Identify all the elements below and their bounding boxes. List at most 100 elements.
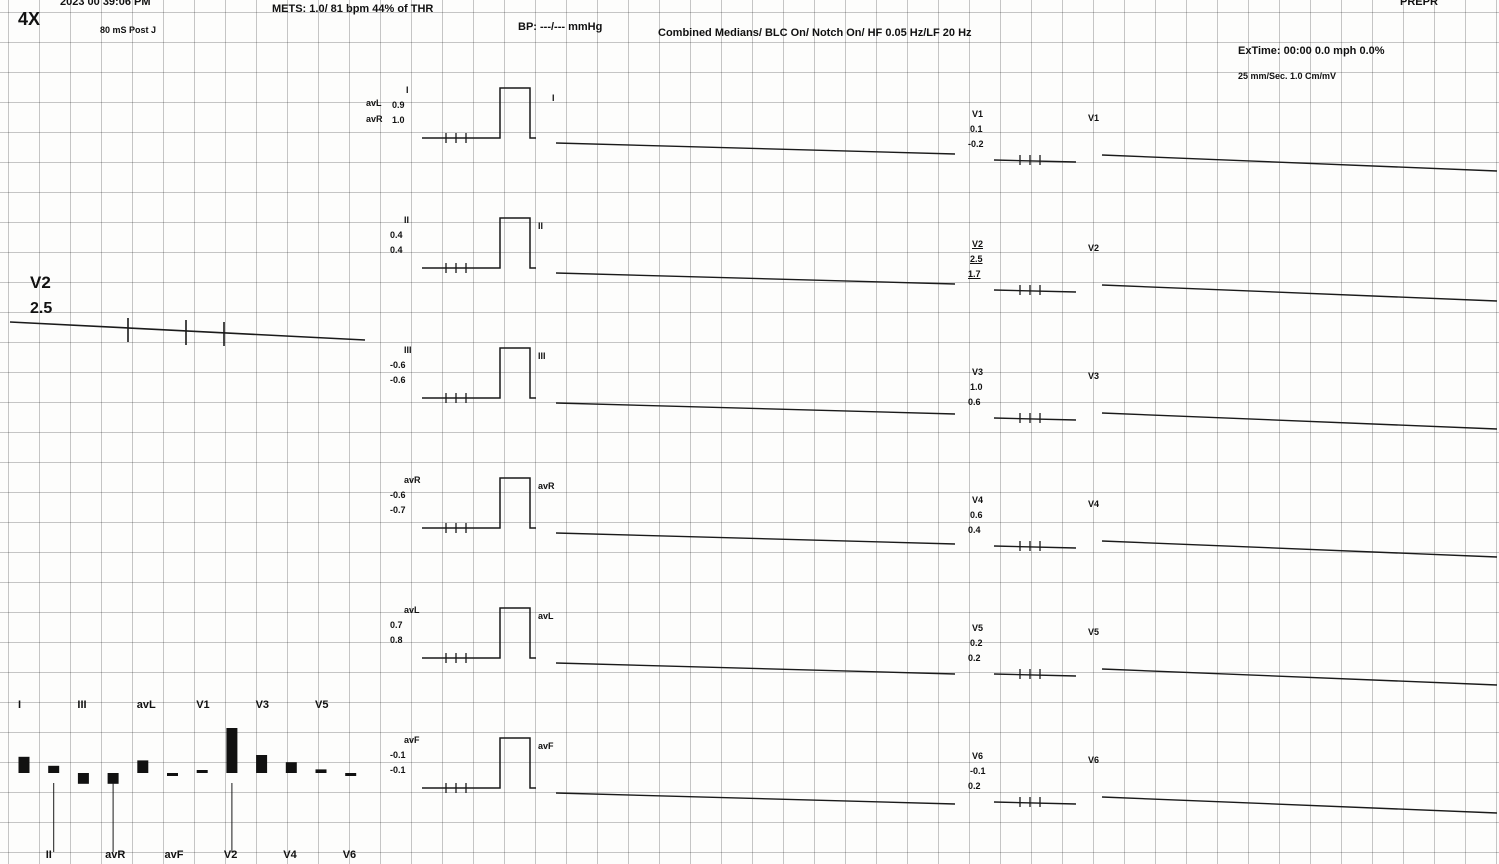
lead-baseline-I	[555, 142, 956, 155]
speed-gain-text: 25 mm/Sec. 1.0 Cm/mV	[1238, 71, 1337, 81]
lead-label-avL: avL	[538, 611, 554, 621]
lead-label-V6: V6	[1088, 755, 1100, 765]
chest-lead-name: V2	[972, 239, 984, 249]
qrs-segment	[993, 545, 1077, 549]
chest-lead-name: V4	[972, 495, 984, 505]
st-bar-V4	[285, 762, 297, 773]
bar-label-bottom: II	[45, 849, 52, 861]
lead-baseline-avF	[555, 792, 956, 805]
lead-baseline-III	[555, 402, 956, 415]
chest-lead-value1: 0.1	[970, 124, 983, 134]
chest-lead-value1: 0.6	[970, 510, 983, 520]
limb-lead-value2: 0.8	[390, 635, 403, 645]
bar-label-bottom: V2	[223, 849, 238, 861]
chest-lead-value1: 0.2	[970, 638, 983, 648]
limb-lead-name: avL	[404, 605, 420, 615]
chest-lead-value2: -0.2	[968, 139, 984, 149]
bar-label-bottom: V4	[283, 849, 297, 861]
st-bar-V3	[256, 755, 268, 773]
lead-label-V4: V4	[1088, 499, 1100, 509]
qrs-segment	[993, 159, 1077, 163]
qrs-segment	[993, 417, 1077, 421]
chest-lead-name: V3	[972, 367, 984, 377]
calibration-pulse-avR	[422, 477, 536, 529]
chest-lead-value2: 0.6	[968, 397, 981, 407]
st-bar-I	[18, 756, 30, 773]
lead-label-V3: V3	[1088, 371, 1100, 381]
calibration-pulse-III	[422, 347, 536, 399]
limb-lead-value2: -0.6	[390, 375, 406, 385]
calibration-pulses	[422, 87, 1498, 814]
chest-lead-value2: 0.4	[968, 525, 981, 535]
limb-lead-value2: 0.4	[390, 245, 403, 255]
lead-label-avR: avR	[538, 481, 555, 491]
st-bar-V5	[315, 769, 327, 773]
lead-label-avF: avF	[538, 741, 554, 751]
post-j-label: 80 mS Post J	[100, 25, 157, 35]
bar-label-top: V1	[196, 699, 210, 711]
featured-baseline	[9, 321, 366, 341]
limb-lead-value2: -0.1	[390, 765, 406, 775]
featured-lead-name: V2	[30, 273, 51, 292]
lead-label-V1: V1	[1088, 113, 1100, 123]
bar-label-top: V5	[315, 699, 329, 711]
limb-lead-value1: 0.9	[392, 100, 405, 110]
filter-settings-text: Combined Medians/ BLC On/ Notch On/ HF 0…	[658, 27, 972, 39]
qrs-segment	[993, 801, 1077, 805]
lead-label-III: III	[538, 351, 546, 361]
lead-baseline-II	[555, 272, 956, 285]
featured-lead-value: 2.5	[30, 300, 53, 317]
limb-lead-name: avR	[404, 475, 421, 485]
chest-lead-name: V1	[972, 109, 984, 119]
limb-lead-name: avF	[404, 735, 420, 745]
limb-lead-name: III	[404, 345, 412, 355]
calibration-pulse-I	[422, 87, 536, 139]
exercise-time-text: ExTime: 00:00 0.0 mph 0.0%	[1238, 45, 1385, 57]
chest-lead-value2: 1.7	[968, 269, 981, 279]
chest-lead-value2: 0.2	[968, 781, 981, 791]
st-bar-V2	[226, 728, 238, 773]
limb-lead-value2: 1.0	[392, 115, 405, 125]
lead-baseline-V6	[1101, 796, 1498, 814]
lead-baseline-V5	[1101, 668, 1498, 686]
lead-I-sub1: avL	[366, 98, 382, 108]
lead-label-V2: V2	[1088, 243, 1100, 253]
limb-lead-value1: -0.6	[390, 360, 406, 370]
limb-lead-value1: -0.6	[390, 490, 406, 500]
st-bar-V6	[345, 773, 357, 776]
mets-text: METS: 1.0/ 81 bpm 44% of THR	[272, 3, 434, 15]
st-bar-V1	[196, 770, 208, 773]
lead-baseline-avR	[555, 532, 956, 545]
chest-lead-name: V6	[972, 751, 984, 761]
limb-lead-value1: 0.4	[390, 230, 403, 240]
st-bar-avL	[137, 760, 149, 773]
bar-label-top: V3	[255, 699, 270, 711]
chest-lead-name: V5	[972, 623, 984, 633]
calibration-pulse-avF	[422, 737, 536, 789]
limb-lead-name: I	[406, 85, 409, 95]
bp-text: BP: ---/--- mmHg	[518, 21, 603, 33]
bar-label-bottom: V6	[342, 849, 357, 861]
datetime-text: 2023 00 39:06 PM	[60, 0, 151, 8]
st-bar-III	[77, 773, 89, 784]
st-bar-avF	[167, 773, 178, 776]
st-bar-avR	[107, 773, 119, 784]
lead-baseline-V2	[1101, 284, 1498, 302]
zoom-label: 4X	[18, 9, 41, 29]
limb-lead-name: II	[404, 215, 410, 225]
calibration-pulse-avL	[422, 607, 536, 659]
calibration-pulse-II	[422, 217, 536, 269]
lead-label-II: II	[538, 221, 544, 231]
qrs-segment	[993, 673, 1077, 677]
qrs-segment	[993, 289, 1077, 293]
chest-lead-value1: -0.1	[970, 766, 986, 776]
bar-label-bottom: avR	[105, 849, 126, 861]
limb-lead-value2: -0.7	[390, 505, 406, 515]
bar-label-top: I	[18, 699, 22, 711]
lead-label-V5: V5	[1088, 627, 1100, 637]
lead-baseline-avL	[555, 662, 956, 675]
bar-label-top: avL	[136, 699, 156, 711]
bar-label-bottom: avF	[164, 849, 184, 861]
lead-label-I: I	[552, 93, 555, 103]
